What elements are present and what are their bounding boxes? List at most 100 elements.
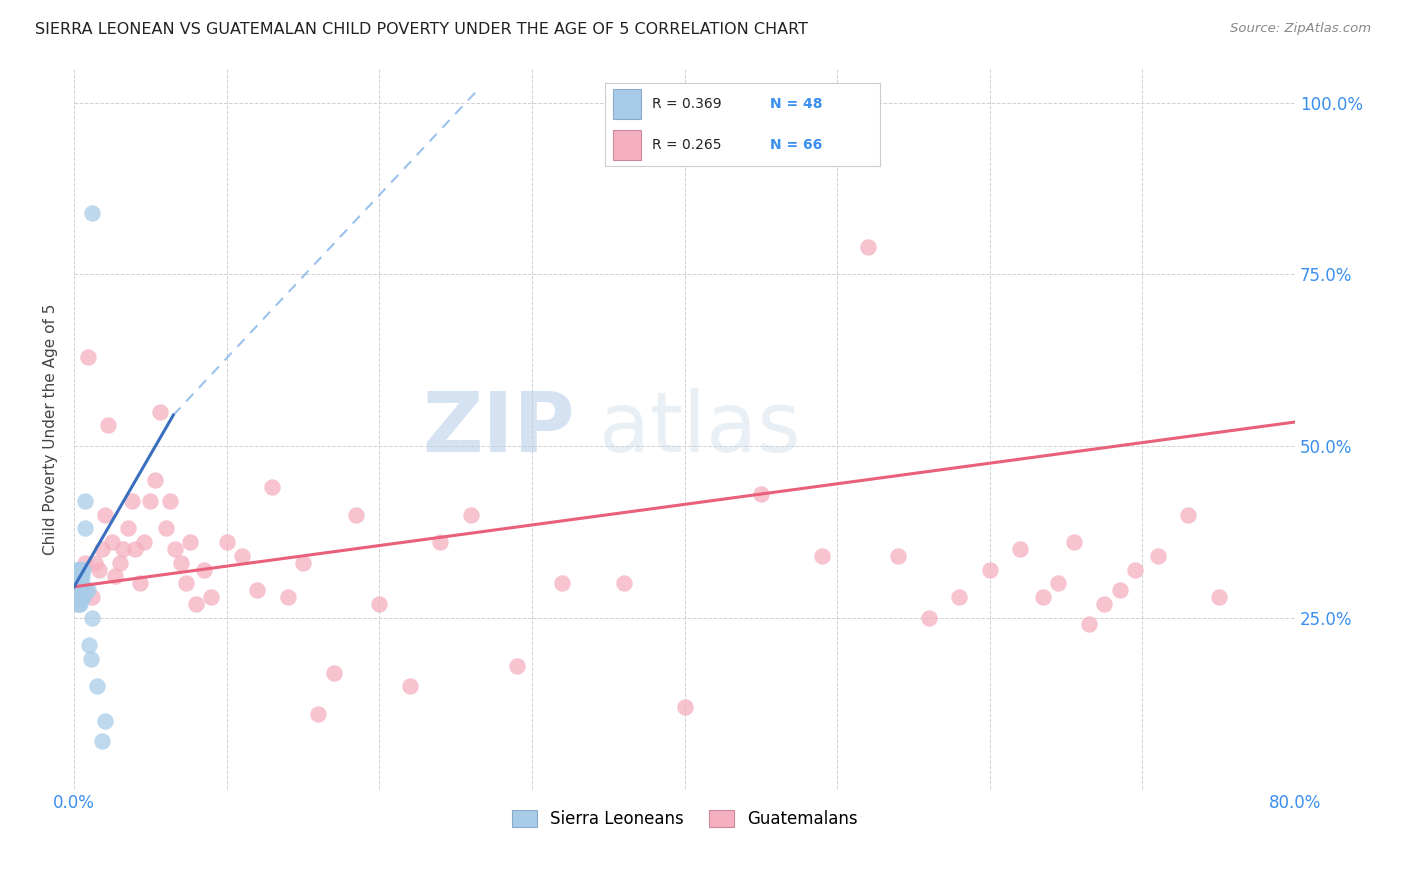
Point xyxy=(69,583,91,598)
Point xyxy=(84,556,107,570)
Point xyxy=(179,535,201,549)
Text: Source: ZipAtlas.com: Source: ZipAtlas.com xyxy=(1230,22,1371,36)
Point xyxy=(67,590,90,604)
Y-axis label: Child Poverty Under the Age of 5: Child Poverty Under the Age of 5 xyxy=(44,303,58,555)
Point xyxy=(143,474,166,488)
Point xyxy=(108,556,131,570)
Point xyxy=(1078,617,1101,632)
Point xyxy=(159,494,181,508)
Point xyxy=(918,610,941,624)
Point xyxy=(1108,583,1130,598)
Point xyxy=(104,569,127,583)
Point xyxy=(66,576,89,591)
Point xyxy=(80,652,103,666)
Point xyxy=(811,549,834,563)
Point xyxy=(186,597,208,611)
Point xyxy=(70,583,93,598)
Point xyxy=(1047,576,1070,591)
Point xyxy=(69,590,91,604)
Point xyxy=(121,494,143,508)
Point xyxy=(155,521,177,535)
Point xyxy=(82,610,104,624)
Point xyxy=(163,541,186,556)
Point xyxy=(65,569,87,583)
Point xyxy=(67,563,90,577)
Point xyxy=(76,583,98,598)
Point xyxy=(67,583,90,598)
Point xyxy=(551,576,574,591)
Point xyxy=(66,583,89,598)
Point xyxy=(1146,549,1168,563)
Point xyxy=(69,569,91,583)
Point xyxy=(1177,508,1199,522)
Point xyxy=(948,590,970,604)
Point xyxy=(1208,590,1230,604)
Point xyxy=(87,563,110,577)
Point xyxy=(117,521,139,535)
Point xyxy=(82,590,104,604)
Point xyxy=(1092,597,1115,611)
Point xyxy=(67,576,90,591)
Point xyxy=(73,494,96,508)
Point xyxy=(124,541,146,556)
Point xyxy=(67,597,90,611)
Point xyxy=(612,576,634,591)
Point xyxy=(70,590,93,604)
Point xyxy=(70,576,93,591)
Point xyxy=(69,563,91,577)
Point xyxy=(174,576,197,591)
Point xyxy=(887,549,910,563)
Point xyxy=(322,665,344,680)
Point xyxy=(69,583,91,598)
Point xyxy=(292,556,315,570)
Point xyxy=(307,706,329,721)
Point xyxy=(69,576,91,591)
Point xyxy=(398,679,420,693)
Point xyxy=(72,583,94,598)
Point xyxy=(460,508,482,522)
Point xyxy=(90,734,112,748)
Point xyxy=(70,563,93,577)
Point xyxy=(346,508,368,522)
Point xyxy=(1063,535,1085,549)
Point xyxy=(170,556,193,570)
Point xyxy=(1032,590,1054,604)
Point xyxy=(1123,563,1146,577)
Point xyxy=(72,563,94,577)
Point xyxy=(67,583,90,598)
Point xyxy=(67,576,90,591)
Point xyxy=(139,494,162,508)
Point xyxy=(70,590,93,604)
Point xyxy=(134,535,156,549)
Point xyxy=(856,240,879,254)
Point xyxy=(979,563,1001,577)
Point xyxy=(66,590,89,604)
Point xyxy=(66,569,89,583)
Point xyxy=(72,590,94,604)
Point xyxy=(66,563,89,577)
Point xyxy=(93,714,115,728)
Point xyxy=(73,521,96,535)
Point xyxy=(76,350,98,364)
Point xyxy=(90,541,112,556)
Point xyxy=(505,658,527,673)
Point xyxy=(148,405,170,419)
Point xyxy=(67,569,90,583)
Point xyxy=(75,583,97,598)
Point xyxy=(101,535,124,549)
Text: atlas: atlas xyxy=(599,388,801,469)
Point xyxy=(1010,541,1032,556)
Point xyxy=(67,569,90,583)
Point xyxy=(67,590,90,604)
Point xyxy=(79,638,101,652)
Point xyxy=(246,583,269,598)
Point xyxy=(673,699,696,714)
Point xyxy=(231,549,253,563)
Point xyxy=(82,205,104,219)
Point xyxy=(749,487,772,501)
Point xyxy=(69,576,91,591)
Text: ZIP: ZIP xyxy=(422,388,575,469)
Point xyxy=(73,556,96,570)
Point xyxy=(66,583,89,598)
Point xyxy=(215,535,238,549)
